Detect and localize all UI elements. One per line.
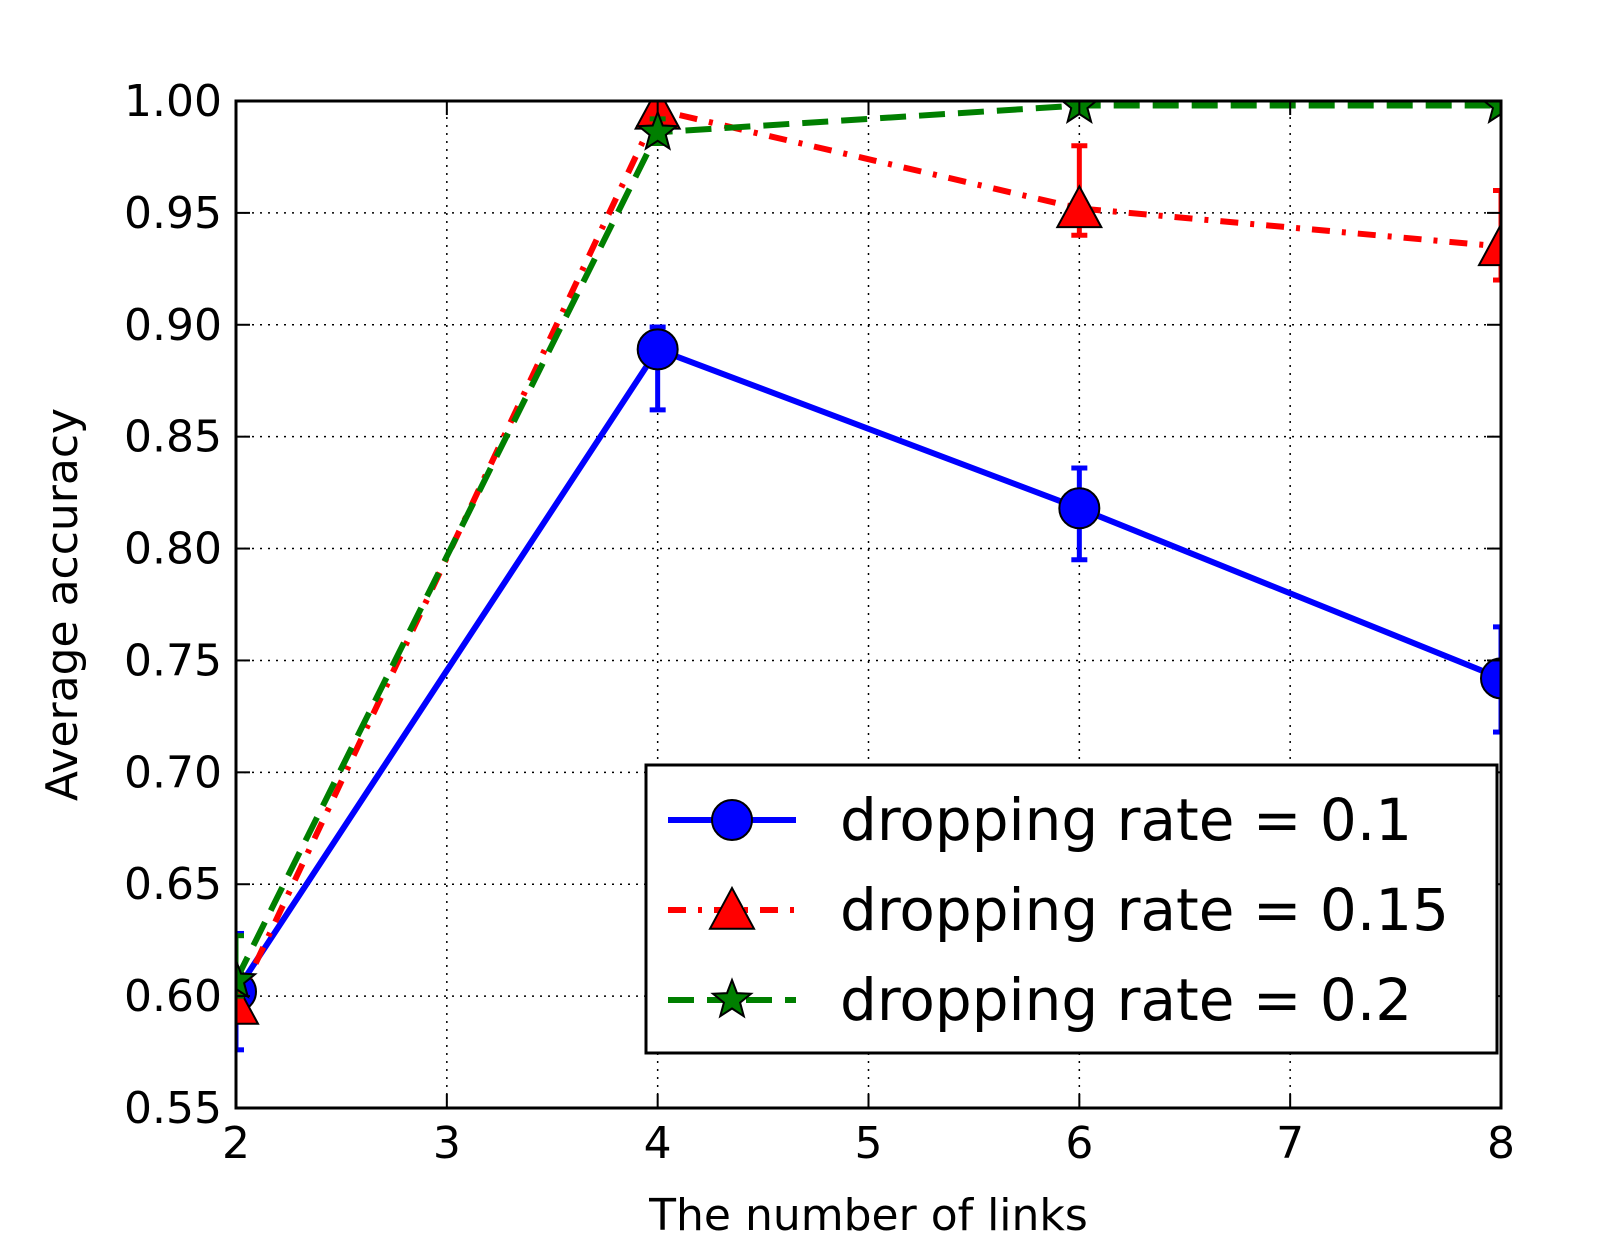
data-point [635, 109, 680, 151]
y-tick-label: 0.80 [124, 524, 222, 575]
x-tick-label: 6 [1065, 1118, 1093, 1169]
x-tick-label: 4 [644, 1118, 672, 1169]
legend-marker [708, 885, 756, 930]
data-point [1480, 657, 1501, 700]
y-tick-label: 0.55 [124, 1083, 222, 1134]
y-tick-label: 0.60 [124, 971, 222, 1022]
data-point [1477, 222, 1501, 267]
y-tick-label: 0.95 [124, 188, 222, 239]
data-point [236, 957, 258, 999]
x-tick-label: 8 [1487, 1118, 1515, 1169]
y-axis-label: Average accuracy [37, 408, 88, 801]
x-axis-label: The number of links [648, 1190, 1088, 1241]
x-tick-label: 5 [855, 1118, 883, 1169]
series-1 [236, 324, 1501, 1053]
series-line [236, 107, 1501, 1007]
series-line [236, 346, 1501, 994]
y-tick-label: 0.90 [124, 300, 222, 351]
y-tick-label: 0.70 [124, 747, 222, 798]
legend-label: dropping rate = 0.15 [840, 876, 1449, 944]
y-tick-label: 0.85 [124, 412, 222, 463]
axis-ticks: 2 3 4 5 6 7 8 0.55 0.60 0.65 0.70 0.75 0.80 0.85 0.90 0… [124, 76, 1515, 1169]
data-point [636, 328, 679, 371]
legend-box [644, 763, 1499, 1055]
data-point [1482, 101, 1501, 124]
data-point [1058, 487, 1101, 530]
data-point [1055, 184, 1104, 229]
x-tick-label: 7 [1276, 1118, 1304, 1169]
y-tick-label: 0.65 [124, 859, 222, 910]
y-tick-label: 1.00 [124, 76, 222, 127]
x-tick-label: 2 [222, 1118, 250, 1169]
data-point [236, 980, 260, 1025]
x-tick-label: 3 [433, 1118, 461, 1169]
legend-marker [711, 799, 753, 841]
legend-label: dropping rate = 0.1 [840, 786, 1412, 854]
legend: dropping rate = 0.1 dropping rate = 0.15 d… [644, 763, 1499, 1055]
legend-marker [710, 977, 754, 1019]
y-tick-label: 0.75 [124, 635, 222, 686]
legend-label: dropping rate = 0.2 [840, 966, 1412, 1034]
